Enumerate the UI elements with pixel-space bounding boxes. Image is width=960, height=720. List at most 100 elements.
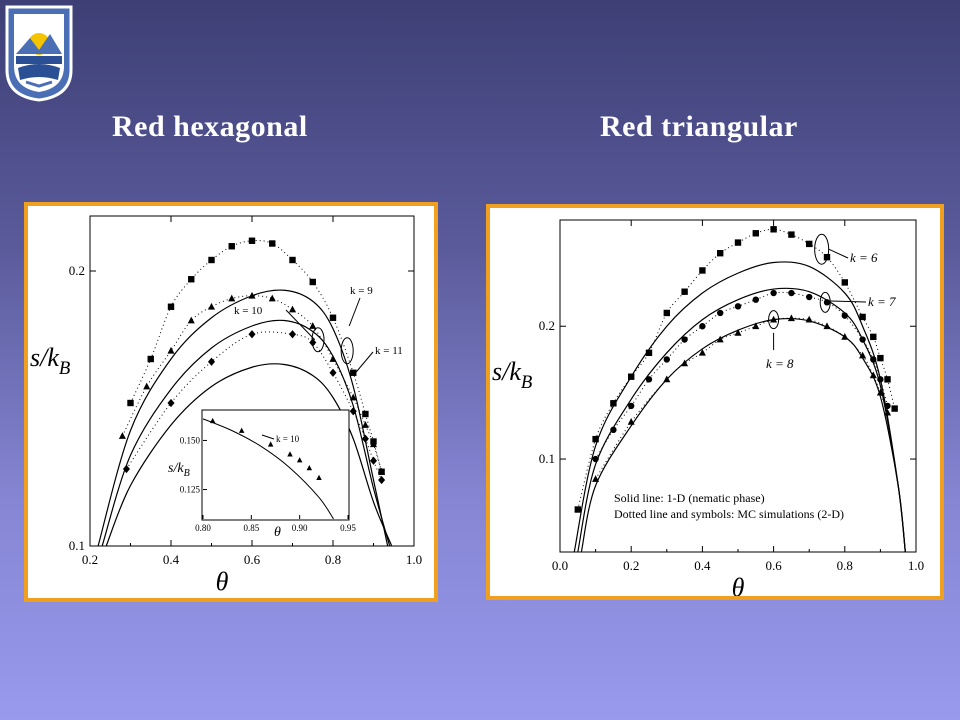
data-point [228,294,236,302]
annotation-arrow-k7 [830,300,867,303]
data-point [699,267,706,274]
series-line [105,363,393,547]
series-line [577,228,896,510]
heading-red-triangular: Red triangular [600,110,798,143]
data-point [350,369,357,376]
y-tick-label: 0.2 [69,263,85,278]
data-point [610,426,617,434]
inset-x-tick-label: 0.85 [243,523,259,533]
x-tick-label: 1.0 [406,552,422,567]
inset-data-point [296,457,303,463]
heading-red-hexagonal: Red hexagonal [112,110,308,143]
annotation-ellipse-k7 [819,291,831,313]
data-point [574,506,581,513]
data-point [752,296,759,303]
data-point [309,278,316,286]
data-point [269,240,276,247]
data-point [681,336,688,343]
inset-data-point [287,451,293,457]
inset-annotation-arrow [261,434,275,440]
x-axis-label: θ [216,567,229,596]
inset-frame [201,409,350,521]
data-point [122,464,130,474]
series-line [101,319,391,547]
series-3 [97,289,389,547]
series-line [121,295,383,472]
annotation-ellipse-k8 [768,310,780,330]
data-point [788,289,795,297]
annotation-k8: k = 8 [766,356,794,371]
x-tick-label: 0.4 [163,552,180,567]
data-point [207,302,216,310]
data-point [752,322,760,330]
inset-y-axis-label: s/kB [168,461,190,479]
inset-data-point [209,417,216,424]
data-point [167,398,175,408]
annotation-arrow-k9 [348,297,361,327]
data-point [645,349,653,356]
inset-y-tick-label: 0.125 [180,485,201,495]
data-point [788,231,795,238]
data-point [869,371,877,379]
legend-line-2: Dotted line and symbols: MC simulations … [614,507,844,521]
data-point [329,368,337,377]
inset-y-tick-label: 0.150 [180,435,201,445]
data-point [628,402,635,410]
data-point [143,382,151,390]
data-point [877,354,884,362]
annotation-k10: k = 10 [234,305,263,317]
data-point [248,237,256,244]
y-tick-label: 0.1 [539,451,555,466]
data-point [859,313,866,321]
data-point [870,333,877,341]
data-point [681,288,688,295]
x-tick-label: 0.2 [623,558,639,573]
series-line [577,287,906,553]
data-point [289,256,296,264]
series-line [595,317,888,480]
university-shield-icon [5,5,73,102]
inset-curve [202,418,334,520]
data-point [645,376,653,383]
inset-x-tick-label: 0.90 [292,523,308,533]
y-tick-label: 0.1 [69,538,85,553]
data-point [859,351,867,359]
series-1 [592,289,891,463]
data-point [378,467,386,475]
x-tick-label: 0.8 [837,558,853,573]
data-point [228,243,235,250]
inset-x-tick-label: 0.80 [195,523,211,533]
inset-data-point [267,441,274,447]
series-2 [592,314,892,482]
x-tick-label: 0.6 [765,558,782,573]
data-point [770,226,777,233]
data-point [699,323,706,330]
data-point [716,335,724,343]
inset-data-point [238,427,245,433]
data-point [734,303,742,310]
annotation-ellipse-k6 [814,233,830,265]
legend-line-1: Solid line: 1-D (nematic phase) [614,491,765,505]
inset-annotation-k10: k = 10 [276,434,300,444]
data-point [147,355,154,363]
data-point [806,293,813,301]
data-point [884,376,891,383]
data-point [717,250,724,257]
annotation-ellipse-k9 [340,337,354,365]
data-point [361,421,369,428]
data-point [288,330,297,339]
data-point [378,475,386,485]
data-point [349,407,357,416]
data-point [268,294,276,302]
data-point [248,330,256,339]
data-point [188,276,195,283]
series-0 [574,226,898,513]
annotation-k7: k = 7 [868,294,896,309]
series-line [97,289,389,547]
data-point [362,410,369,418]
data-point [127,399,134,407]
y-axis-label: s/kB [30,343,71,379]
x-tick-label: 1.0 [908,558,924,573]
y-tick-label: 0.2 [539,318,555,333]
